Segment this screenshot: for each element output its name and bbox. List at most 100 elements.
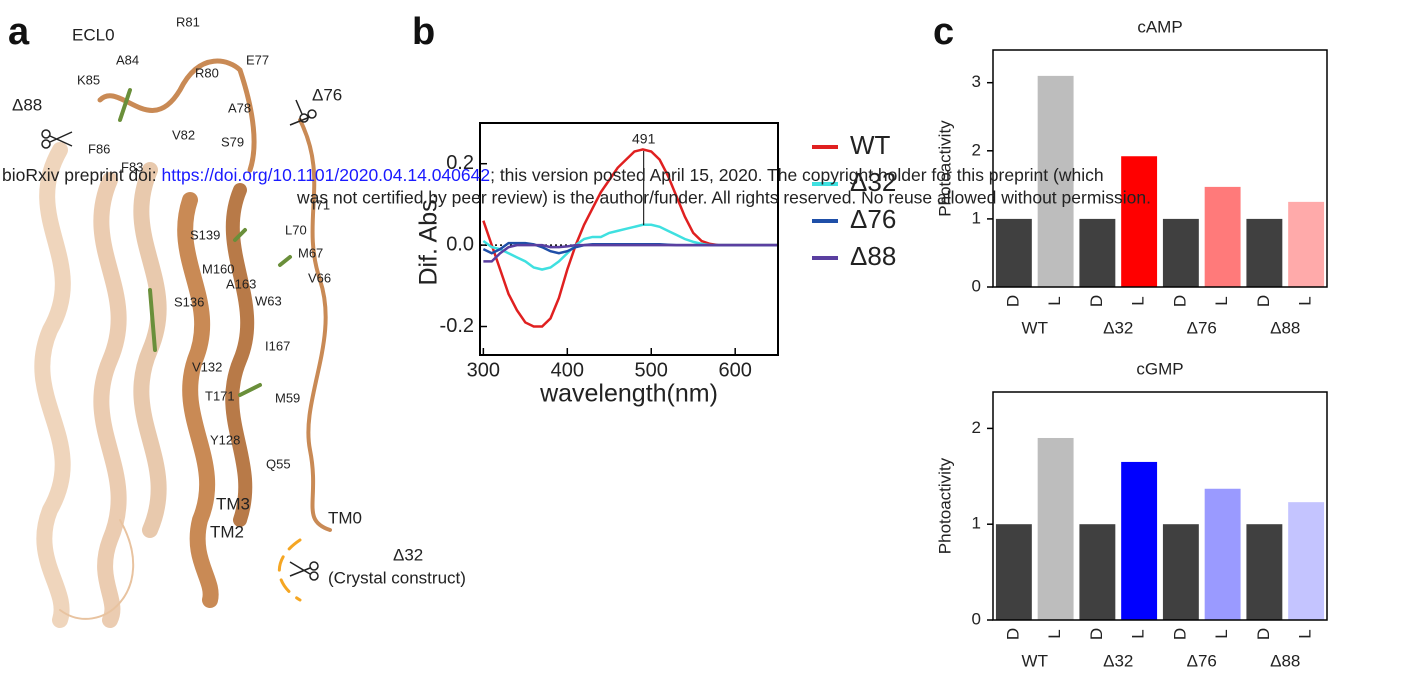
bar [1121, 156, 1158, 287]
structure-label: S139 [190, 227, 220, 242]
y-tick-label: -0.2 [440, 315, 474, 337]
plot-frame [992, 391, 1328, 621]
legend-label: Δ88 [850, 241, 896, 271]
x-tick-label: D [1087, 628, 1106, 640]
panel-label: a [8, 11, 30, 53]
group-label: WT [1022, 651, 1048, 670]
y-tick-label: 2 [972, 140, 981, 159]
plot-frame [992, 49, 1328, 288]
y-axis-label: Photoactivity [935, 457, 954, 554]
structure-label: A163 [226, 276, 256, 291]
group-label: Δ32 [1103, 651, 1133, 670]
x-tick-label: L [1296, 629, 1315, 638]
scissors-icons [41, 99, 319, 581]
watermark-text: bioRxiv preprint doi: [2, 165, 162, 185]
x-axis-label: wavelength(nm) [539, 380, 718, 408]
x-tick-label: 500 [635, 359, 668, 381]
structure-label: E77 [246, 52, 269, 67]
structure-label: V66 [308, 270, 331, 285]
bar [1121, 461, 1158, 620]
structure-label: Δ76 [312, 85, 342, 104]
group-label: Δ32 [1103, 318, 1133, 337]
structure-label: Δ32 [393, 545, 423, 564]
x-tick-label: D [1170, 295, 1189, 307]
y-tick-label: 1 [972, 208, 981, 227]
structure-label: R81 [176, 14, 200, 29]
structure-label: M67 [298, 245, 323, 260]
legend-label: WT [850, 130, 891, 160]
bar [1246, 524, 1283, 620]
x-tick-label: 300 [467, 359, 500, 381]
watermark-text: ; this version posted April 15, 2020. Th… [490, 165, 1103, 185]
annotation: 491 [632, 131, 656, 147]
x-tick-label: D [1003, 295, 1022, 307]
bar [1162, 218, 1199, 287]
structure-label: S136 [174, 294, 204, 309]
structure-label: TM2 [210, 522, 244, 541]
y-tick-label: 0 [972, 276, 981, 295]
structure-label: F83 [121, 159, 143, 174]
group-label: Δ76 [1187, 318, 1217, 337]
structure-label: A78 [228, 100, 251, 115]
bar [1037, 437, 1074, 620]
y-tick-label: 1 [972, 514, 981, 533]
y-axis-label: Photoactivity [935, 120, 954, 217]
legend-label: Δ76 [850, 204, 896, 234]
x-tick-label: L [1212, 296, 1231, 305]
structure-label: S79 [221, 134, 244, 149]
data-line [482, 223, 778, 271]
structure-label: L70 [285, 222, 307, 237]
y-tick-label: 0.0 [446, 233, 474, 255]
structure-label: F86 [88, 141, 110, 156]
plot-frame [479, 122, 779, 356]
x-tick-label: L [1129, 296, 1148, 305]
legend-label: Δ32 [850, 167, 896, 197]
structure-label: TM3 [216, 494, 250, 513]
chart-title: cAMP [1137, 17, 1182, 36]
structure-label: K85 [77, 72, 100, 87]
x-tick-label: D [1170, 628, 1189, 640]
doi-link[interactable]: https://doi.org/10.1101/2020.04.14.04064… [162, 165, 491, 185]
bar [1204, 186, 1241, 287]
x-tick-label: D [1254, 628, 1273, 640]
group-label: WT [1022, 318, 1048, 337]
structure-label: T171 [205, 388, 235, 403]
bar [995, 218, 1032, 287]
structure-label: M59 [275, 390, 300, 405]
group-label: Δ88 [1270, 651, 1300, 670]
bar [1079, 218, 1116, 287]
bar [1037, 75, 1074, 288]
bar [1246, 218, 1283, 287]
structure-panel: ECL0 R81 A84 K85 R80 E77 Δ88 A78 Δ76 F86… [12, 14, 466, 628]
y-tick-label: 0.2 [446, 152, 474, 174]
watermark: bioRxiv preprint doi: https://doi.org/10… [2, 165, 1151, 208]
x-tick-label: D [1087, 295, 1106, 307]
x-tick-label: L [1129, 629, 1148, 638]
group-label: Δ88 [1270, 318, 1300, 337]
structure-label: TM0 [328, 508, 362, 527]
x-tick-label: 600 [719, 359, 752, 381]
watermark-line: bioRxiv preprint doi: https://doi.org/10… [2, 165, 1104, 185]
bar [995, 524, 1032, 620]
panel-label: c [933, 11, 954, 53]
chart-title: cGMP [1136, 359, 1183, 378]
structure-label: Q55 [266, 456, 291, 471]
structure-label: A84 [116, 52, 139, 67]
structure-label: W63 [255, 293, 282, 308]
structure-label: I167 [265, 338, 290, 353]
x-tick-label: L [1045, 629, 1064, 638]
bar [1162, 524, 1199, 620]
bar [1288, 201, 1325, 287]
x-tick-label: L [1296, 296, 1315, 305]
x-tick-label: L [1045, 296, 1064, 305]
structure-label: V82 [172, 127, 195, 142]
x-tick-label: L [1212, 629, 1231, 638]
x-tick-label: D [1003, 628, 1022, 640]
group-label: Δ76 [1187, 651, 1217, 670]
structure-label: R80 [195, 65, 219, 80]
structure-label: Δ88 [12, 95, 42, 114]
y-tick-label: 0 [972, 609, 981, 628]
y-axis-label: Dif. Abs. [415, 192, 443, 285]
